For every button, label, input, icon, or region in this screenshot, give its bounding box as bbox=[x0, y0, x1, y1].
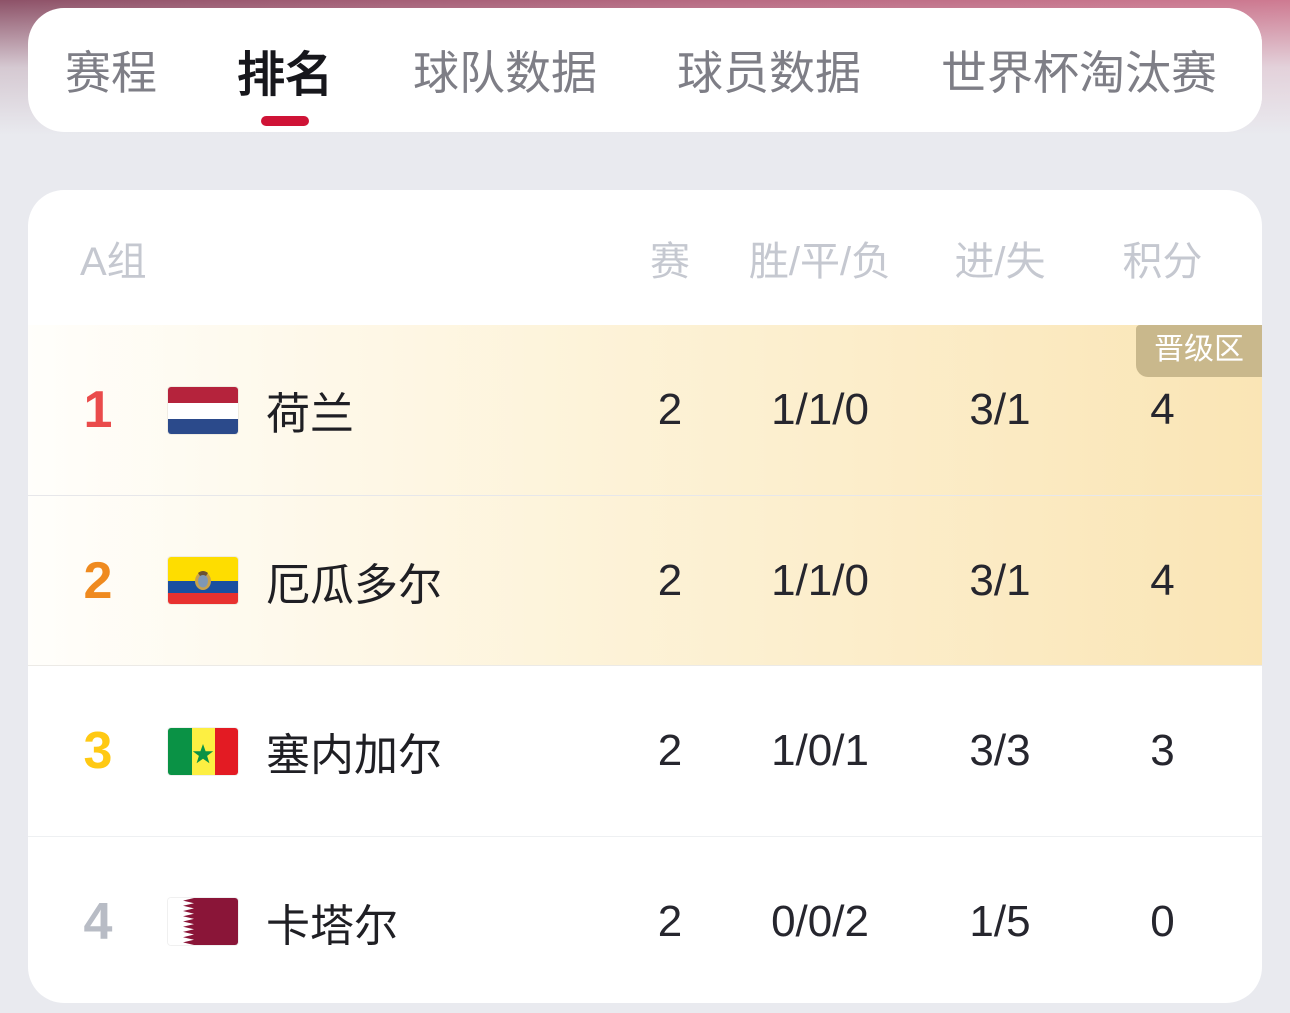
tab-team-stats[interactable]: 球队数据 bbox=[413, 8, 597, 132]
table-row[interactable]: 1 荷兰 2 1/1/0 3/1 4 bbox=[28, 325, 1262, 495]
flag-ecuador-icon bbox=[168, 557, 238, 604]
promotion-zone-badge: 晋级区 bbox=[1136, 325, 1262, 377]
stat-wdl: 0/0/2 bbox=[771, 896, 869, 946]
stat-wdl: 1/1/0 bbox=[771, 385, 869, 434]
tab-label: 球队数据 bbox=[413, 47, 598, 99]
stat-played: 2 bbox=[657, 555, 683, 605]
stat-gfga: 1/5 bbox=[969, 896, 1031, 946]
stat-wdl: 1/1/0 bbox=[771, 555, 869, 605]
tab-bar: 赛程 排名 球队数据 球员数据 世界杯淘汰赛 bbox=[28, 8, 1262, 132]
rank-number: 2 bbox=[83, 551, 113, 610]
standings-header: A组 赛 胜/平/负 进/失 积分 bbox=[28, 190, 1262, 325]
stat-points: 0 bbox=[1150, 896, 1175, 946]
stat-points: 4 bbox=[1150, 385, 1175, 434]
flag-qatar-icon bbox=[168, 898, 238, 945]
column-header-wdl: 胜/平/负 bbox=[748, 239, 892, 284]
column-header-gfga: 进/失 bbox=[954, 239, 1046, 284]
stat-played: 2 bbox=[657, 896, 683, 946]
column-header-played: 赛 bbox=[650, 239, 690, 284]
promotion-zone: 晋级区 1 荷兰 2 1/1/0 3/1 4 2 bbox=[28, 325, 1262, 666]
stat-wdl: 1/0/1 bbox=[771, 726, 869, 775]
column-header-points: 积分 bbox=[1122, 239, 1203, 284]
tab-label: 世界杯淘汰赛 bbox=[941, 47, 1218, 99]
team-name: 厄瓜多尔 bbox=[266, 560, 442, 610]
tab-label: 排名 bbox=[237, 49, 334, 102]
tab-player-stats[interactable]: 球员数据 bbox=[677, 8, 861, 132]
team-name: 荷兰 bbox=[266, 390, 354, 439]
team-name: 塞内加尔 bbox=[266, 731, 442, 780]
tab-label: 球员数据 bbox=[677, 47, 862, 99]
standings-card: A组 赛 胜/平/负 进/失 积分 晋级区 1 荷兰 2 1/1/0 3/1 4 bbox=[28, 190, 1262, 1003]
stat-gfga: 3/3 bbox=[969, 726, 1031, 775]
stat-gfga: 3/1 bbox=[969, 555, 1031, 605]
rank-number: 4 bbox=[83, 892, 113, 951]
flag-netherlands-icon bbox=[168, 386, 238, 434]
team-name: 卡塔尔 bbox=[266, 901, 398, 951]
stat-gfga: 3/1 bbox=[969, 385, 1031, 434]
rank-number: 3 bbox=[83, 722, 113, 780]
active-tab-indicator bbox=[261, 116, 309, 126]
tab-rankings[interactable]: 排名 bbox=[237, 8, 333, 132]
stat-points: 3 bbox=[1150, 726, 1175, 775]
stat-points: 4 bbox=[1150, 555, 1175, 605]
stat-played: 2 bbox=[657, 726, 683, 775]
rank-number: 1 bbox=[83, 381, 113, 439]
table-row[interactable]: 2 厄瓜多尔 2 1/1/0 3/1 4 bbox=[28, 495, 1262, 665]
stat-played: 2 bbox=[657, 385, 683, 434]
group-label: A组 bbox=[80, 239, 147, 284]
flag-senegal-icon bbox=[168, 727, 238, 775]
table-row[interactable]: 3 塞内加尔 2 1/0/1 3/3 3 bbox=[28, 666, 1262, 836]
tab-schedule[interactable]: 赛程 bbox=[65, 8, 157, 132]
tab-label: 赛程 bbox=[65, 47, 157, 99]
table-row[interactable]: 4 卡塔尔 2 0/0/2 1/5 0 bbox=[28, 836, 1262, 1003]
tab-knockout[interactable]: 世界杯淘汰赛 bbox=[941, 8, 1217, 132]
